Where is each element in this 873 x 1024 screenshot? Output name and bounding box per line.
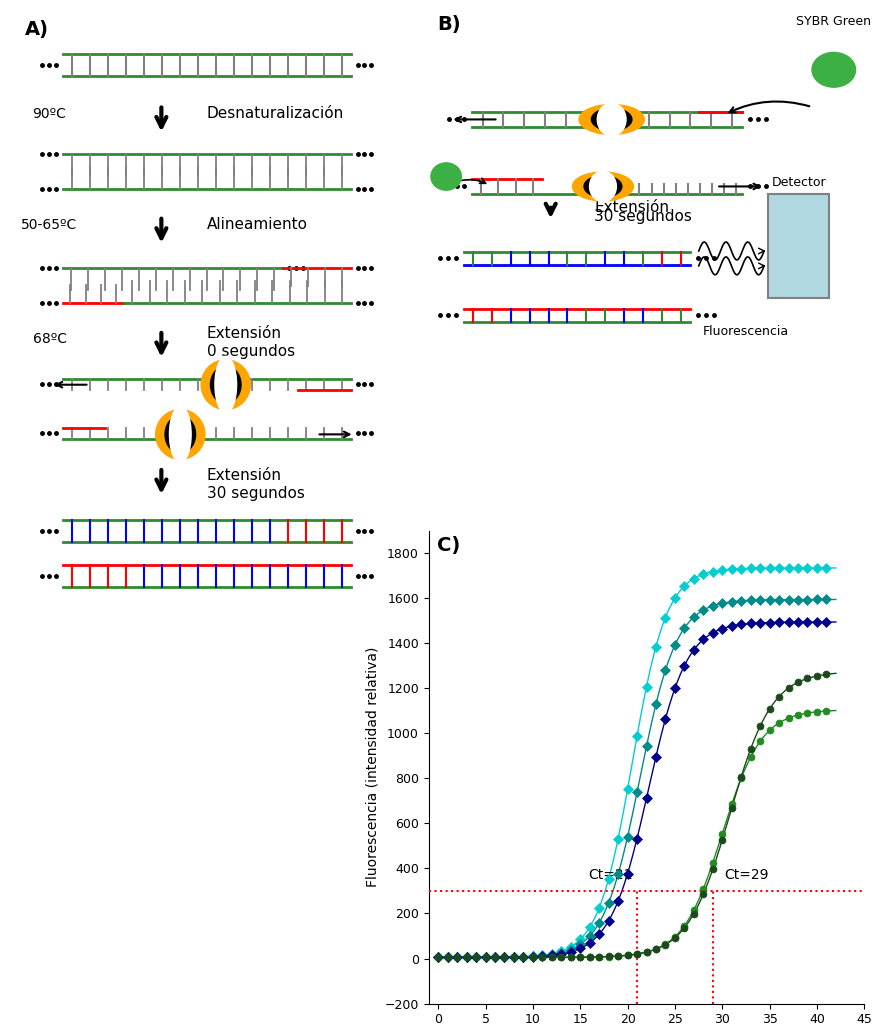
Text: SYBR Green: SYBR Green <box>796 15 871 28</box>
Ellipse shape <box>431 163 462 190</box>
Text: Alineamiento: Alineamiento <box>207 217 308 231</box>
Text: B): B) <box>437 15 461 34</box>
Circle shape <box>215 356 237 413</box>
Ellipse shape <box>573 172 634 201</box>
Ellipse shape <box>584 176 622 198</box>
Text: Extensión: Extensión <box>207 468 282 483</box>
Ellipse shape <box>812 52 856 87</box>
Y-axis label: Fluorescencia (intensidad relativa): Fluorescencia (intensidad relativa) <box>365 647 379 888</box>
Text: Fluorescencia: Fluorescencia <box>703 326 789 338</box>
Ellipse shape <box>201 359 251 410</box>
Bar <box>768 194 829 298</box>
Ellipse shape <box>579 104 644 134</box>
Ellipse shape <box>165 416 196 453</box>
Ellipse shape <box>210 367 241 403</box>
Text: Detector: Detector <box>772 176 826 189</box>
Ellipse shape <box>155 410 205 459</box>
Text: C): C) <box>437 536 461 555</box>
Circle shape <box>169 406 191 463</box>
Text: 30 segundos: 30 segundos <box>595 209 692 223</box>
Text: 90ºC: 90ºC <box>32 106 66 121</box>
Text: 0 segundos: 0 segundos <box>207 344 295 358</box>
Text: Extensión: Extensión <box>207 326 282 341</box>
Circle shape <box>597 103 626 136</box>
Text: 30 segundos: 30 segundos <box>207 486 305 501</box>
Text: 50-65ºC: 50-65ºC <box>21 218 78 231</box>
Text: 68ºC: 68ºC <box>32 332 66 346</box>
Circle shape <box>589 171 616 202</box>
Text: Extensión: Extensión <box>595 200 670 215</box>
Text: Ct=29: Ct=29 <box>724 867 768 882</box>
Text: A): A) <box>25 20 49 39</box>
Ellipse shape <box>591 109 632 131</box>
Text: Ct=21: Ct=21 <box>588 867 632 882</box>
Text: Desnaturalización: Desnaturalización <box>207 105 344 121</box>
